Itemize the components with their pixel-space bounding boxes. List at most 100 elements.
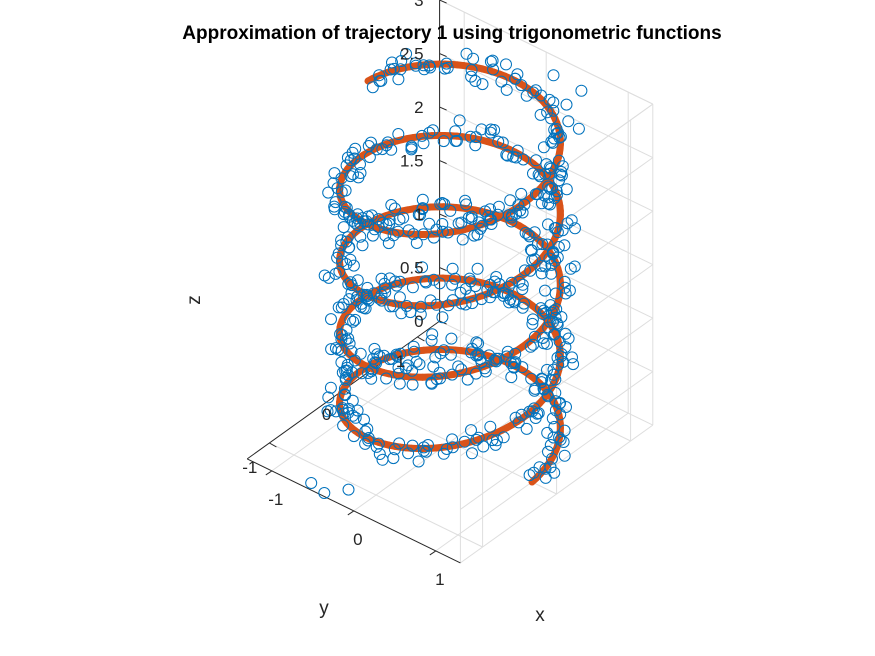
measured-point: [528, 402, 541, 415]
z-tick-label: 2: [414, 98, 423, 117]
measured-point: [528, 226, 541, 239]
measured-point: [506, 209, 518, 222]
y-axis-label: y: [319, 598, 329, 619]
measured-point: [545, 306, 558, 319]
measured-point: [380, 139, 393, 152]
measured-point: [444, 204, 457, 217]
measured-point: [387, 300, 400, 313]
measured-point: [562, 332, 575, 345]
measured-point: [469, 75, 482, 87]
measured-point: [484, 291, 497, 304]
measured-point: [547, 104, 560, 117]
measured-point: [535, 259, 548, 272]
measured-point: [392, 73, 405, 86]
measured-point: [545, 258, 558, 271]
measured-point: [554, 397, 567, 409]
measured-point: [339, 333, 352, 346]
measured-point: [549, 386, 562, 399]
measured-point: [547, 69, 560, 82]
measured-point: [356, 239, 369, 252]
measured-point: [423, 217, 436, 230]
measured-point: [384, 300, 397, 313]
measured-point: [461, 373, 474, 386]
measured-point: [440, 57, 453, 70]
measured-point: [455, 216, 468, 229]
measured-point: [446, 433, 459, 446]
measured-point: [349, 411, 362, 424]
measured-point: [346, 146, 359, 159]
measured-point: [548, 420, 561, 433]
measured-point: [516, 278, 529, 291]
measured-point: [414, 208, 427, 221]
measured-point: [429, 351, 442, 364]
z-tick-mark: [439, 106, 447, 111]
x-tick-mark: [429, 550, 437, 556]
measured-point: [365, 136, 377, 149]
measured-point: [347, 259, 360, 272]
measured-point: [423, 59, 436, 72]
z-tick-mark: [439, 0, 447, 4]
floor-grid-line: [417, 336, 631, 442]
measured-point: [464, 289, 477, 302]
measured-point: [344, 253, 357, 266]
measured-point: [470, 367, 482, 380]
measured-point: [369, 356, 382, 369]
z-tick-label: 1: [414, 205, 423, 224]
measured-point: [436, 311, 449, 324]
measured-point: [542, 180, 555, 193]
measured-point: [490, 434, 503, 447]
measured-point: [446, 368, 459, 381]
measured-point: [523, 469, 536, 482]
measured-point: [512, 199, 525, 212]
y-tick-label: -1: [242, 458, 257, 477]
measured-point: [445, 332, 458, 345]
measured-point: [412, 455, 425, 468]
measured-point: [436, 197, 449, 209]
measured-point: [392, 128, 405, 140]
measured-point: [366, 81, 379, 94]
measured-point: [324, 404, 337, 417]
measured-point: [344, 276, 357, 289]
measured-point: [501, 149, 514, 162]
measured-point: [325, 313, 337, 326]
measured-point: [339, 184, 352, 197]
measured-point: [532, 407, 545, 420]
measured-point: [527, 338, 540, 351]
measured-point: [485, 218, 498, 230]
measured-point: [372, 220, 385, 233]
measured-point: [546, 246, 559, 259]
measured-point: [565, 214, 578, 227]
measured-point: [407, 340, 420, 353]
measured-point: [392, 361, 405, 374]
measured-point: [425, 334, 438, 347]
plot-area: [305, 47, 588, 499]
measured-point: [426, 124, 439, 137]
measured-point: [466, 297, 479, 310]
measured-point: [541, 388, 554, 401]
measured-point: [529, 382, 542, 395]
measured-point: [472, 431, 485, 444]
chart-title: Approximation of trajectory 1 using trig…: [182, 23, 721, 44]
measured-point: [508, 296, 521, 309]
measured-point: [553, 431, 566, 444]
measured-point: [449, 135, 462, 147]
measured-point: [556, 160, 569, 173]
measured-point: [492, 200, 505, 213]
measured-point: [355, 367, 368, 380]
measured-point: [362, 367, 374, 379]
measured-point: [535, 376, 548, 389]
measured-point: [337, 221, 350, 234]
floor-grid-line: [269, 442, 483, 548]
side-wall-grid-line: [460, 424, 654, 564]
measured-point: [355, 297, 368, 310]
measured-point: [465, 424, 477, 437]
measured-point: [544, 162, 557, 175]
measured-point: [460, 198, 473, 211]
measured-point: [547, 304, 560, 317]
measured-point: [484, 420, 497, 433]
measured-point: [539, 471, 552, 484]
x-tick-mark: [265, 470, 273, 476]
measured-point: [537, 382, 550, 395]
measured-point: [452, 360, 465, 373]
